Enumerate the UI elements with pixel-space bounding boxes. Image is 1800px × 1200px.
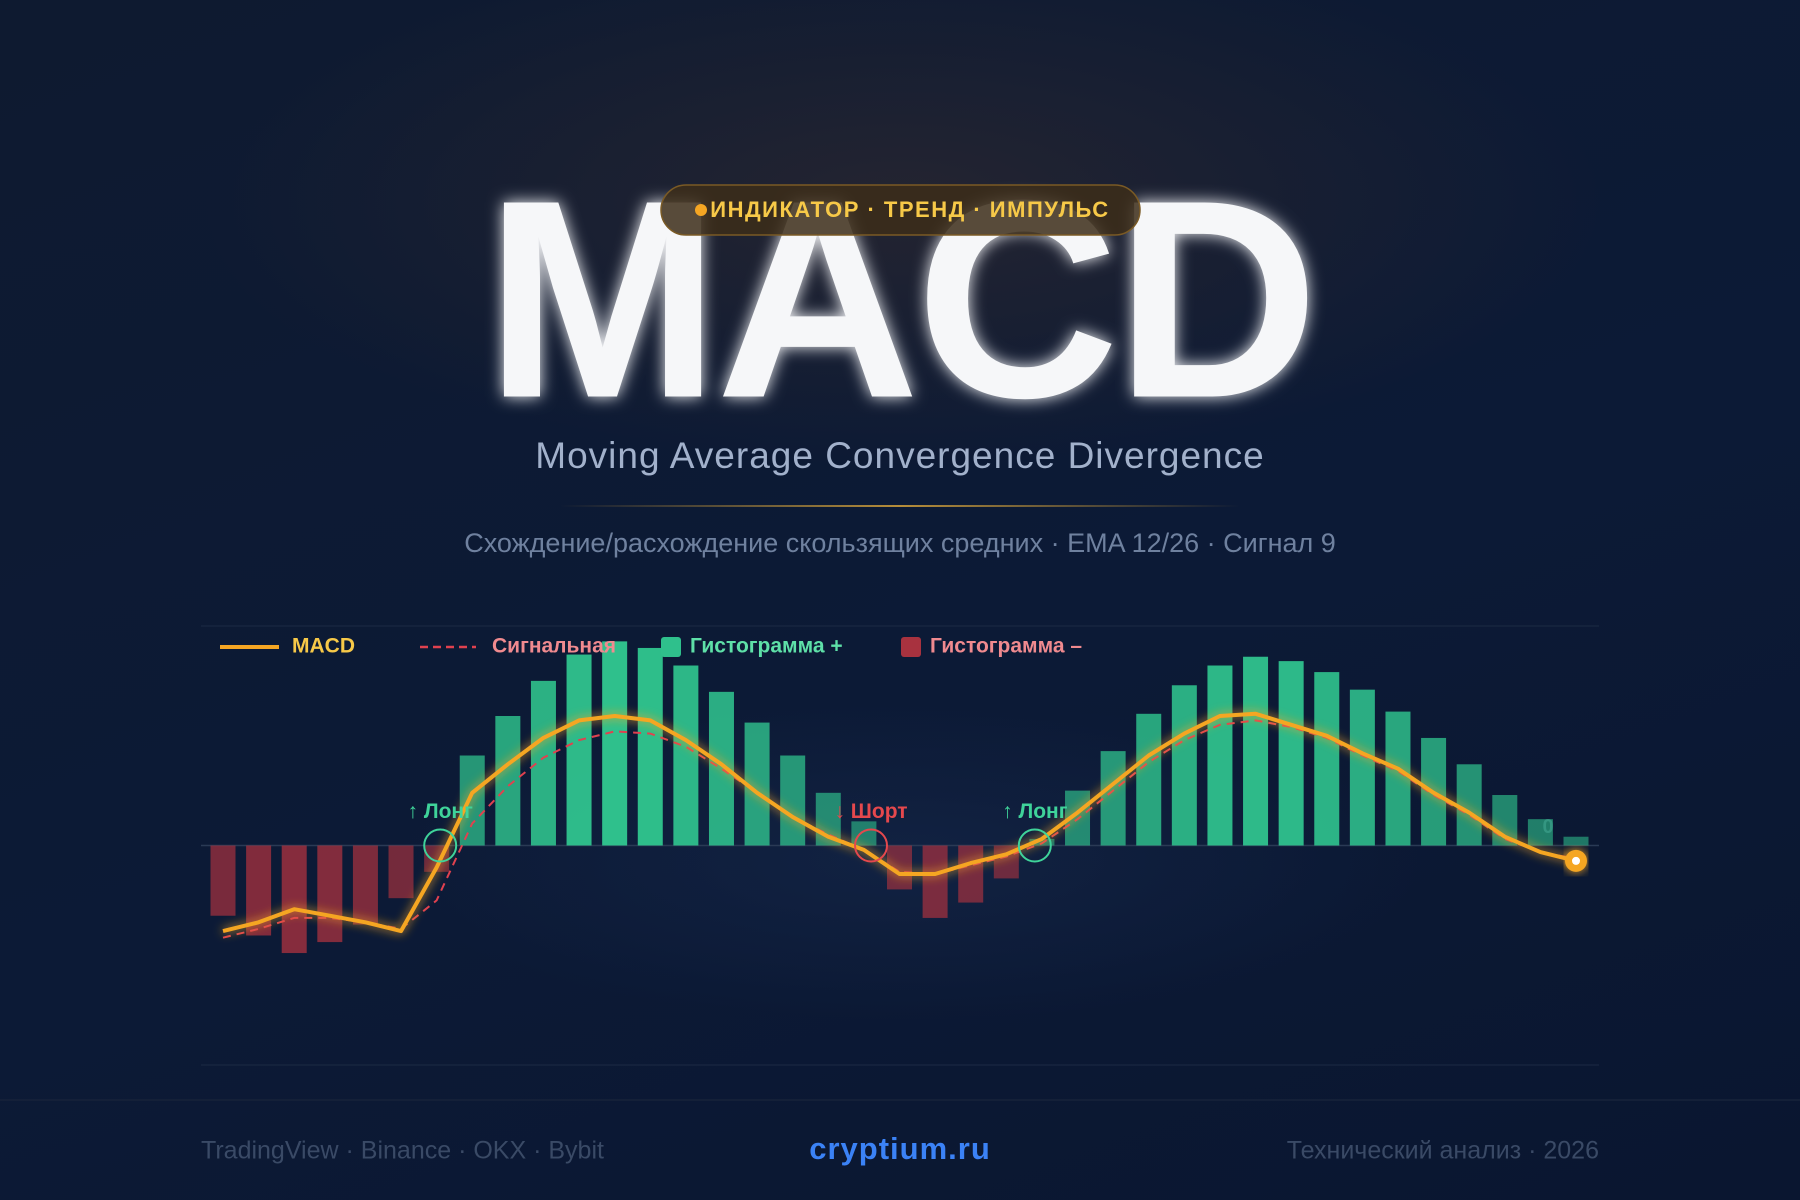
description: Схождение/расхождение скользящих средних… [464,528,1336,558]
annotation-label: ↑ Лонг [408,800,474,823]
histogram-bar [780,755,806,846]
legend-swatch [901,637,921,657]
histogram-bar [922,845,948,918]
histogram-bar [530,680,556,846]
histogram-bar [1207,665,1233,846]
histogram-bar [1385,711,1411,846]
histogram-bar [1243,656,1269,846]
annotation-label: ↓ Шорт [834,800,907,823]
footer-site[interactable]: cryptium.ru [809,1131,991,1166]
histogram-bar [1171,685,1197,846]
badge [660,184,1141,236]
histogram-bar [1349,689,1375,846]
histogram-bar [317,845,343,943]
histogram-bar [1136,713,1162,846]
badge-text: ИНДИКАТОР · ТРЕНД · ИМПУЛЬС [710,197,1109,222]
chart: 0↑ Лонг↓ Шорт↑ ЛонгMACDСигнальнаяГистогр… [201,635,1599,954]
histogram-bar [388,845,414,899]
histogram-bar [602,641,628,846]
histogram-bar [1563,836,1589,846]
legend-label: Гистограмма + [690,635,843,658]
histogram-bar [566,654,592,846]
badge-dot [695,204,707,216]
histogram-bar [459,755,485,846]
histogram-bar [495,715,521,846]
footer-right: Технический анализ · 2026 [1287,1137,1599,1165]
crossover-marker [854,828,889,863]
histogram-bar [1100,751,1126,846]
subtitle: Moving Average Convergence Divergence [535,435,1264,476]
macd-line [222,711,1577,934]
histogram-bar [708,691,734,846]
histogram-bar [958,845,984,903]
histogram-bar [1278,661,1304,846]
legend-label: Гистограмма – [930,635,1082,658]
histogram-bar [673,665,699,846]
histogram-bar [281,845,307,954]
legend-label: MACD [292,635,355,658]
footer-left: TradingView · Binance · OKX · Bybit [201,1137,604,1165]
annotation-label: ↑ Лонг [1002,800,1068,823]
divider [560,505,1240,507]
histogram-bar [352,845,378,925]
legend-label: Сигнальная [492,635,616,658]
macd-endpoint-core [1572,856,1580,865]
histogram-bar [1527,819,1553,846]
histogram-bar [637,647,663,846]
crossover-marker [1017,828,1052,863]
histogram-bar [1314,672,1340,846]
histogram-bar [1456,764,1482,846]
legend-swatch [661,637,681,657]
histogram-bar [210,845,236,916]
crossover-marker [423,828,458,863]
